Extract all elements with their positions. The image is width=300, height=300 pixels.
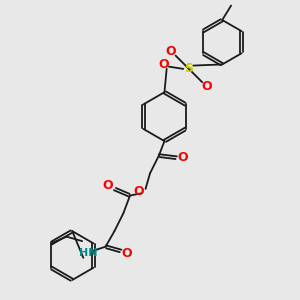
Text: O: O: [122, 247, 132, 260]
Text: O: O: [158, 58, 169, 71]
Text: S: S: [184, 62, 194, 75]
Text: O: O: [134, 184, 144, 198]
Text: O: O: [166, 45, 176, 58]
Text: O: O: [103, 179, 113, 192]
Text: HN: HN: [79, 248, 97, 258]
Text: O: O: [201, 80, 212, 93]
Text: O: O: [177, 151, 188, 164]
